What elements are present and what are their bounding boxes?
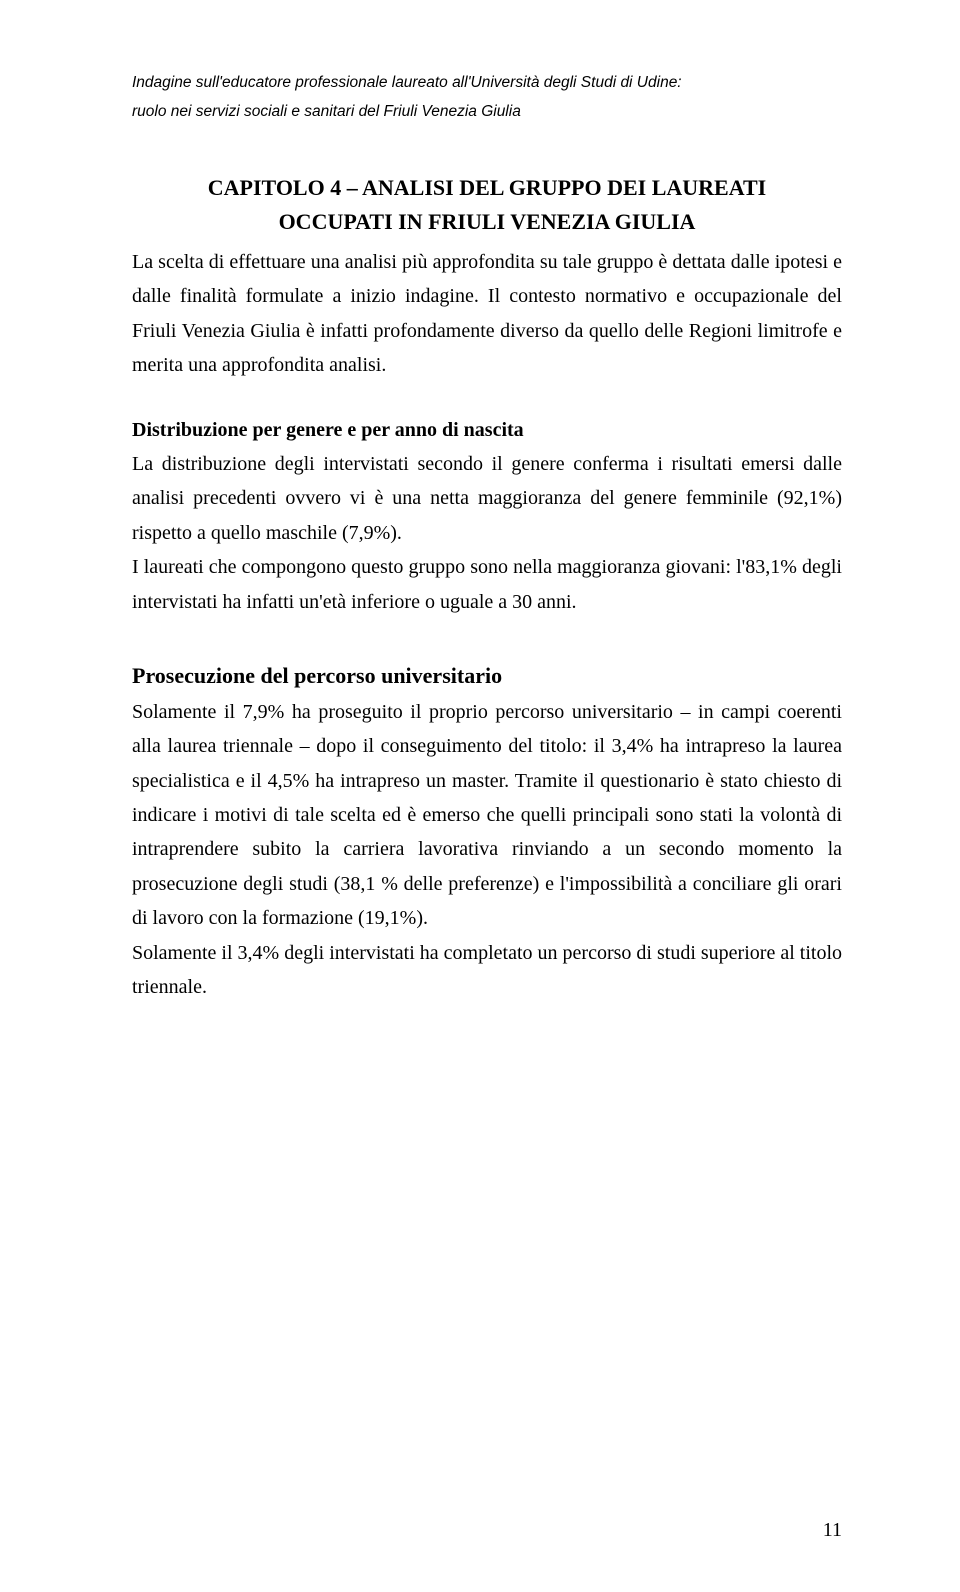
document-page: Indagine sull'educatore professionale la… bbox=[0, 0, 960, 1592]
running-header-line2: ruolo nei servizi sociali e sanitari del… bbox=[132, 97, 842, 126]
page-number: 11 bbox=[823, 1519, 842, 1542]
section1-paragraph2: I laureati che compongono questo gruppo … bbox=[132, 550, 842, 619]
section1-paragraph1: La distribuzione degli intervistati seco… bbox=[132, 447, 842, 550]
intro-paragraph: La scelta di effettuare una analisi più … bbox=[132, 245, 842, 383]
section2-paragraph2: Solamente il 3,4% degli intervistati ha … bbox=[132, 936, 842, 1005]
section2-paragraph1: Solamente il 7,9% ha proseguito il propr… bbox=[132, 695, 842, 936]
section1-heading: Distribuzione per genere e per anno di n… bbox=[132, 413, 842, 447]
chapter-title-line1: CAPITOLO 4 – ANALISI DEL GRUPPO DEI LAUR… bbox=[132, 171, 842, 205]
chapter-title: CAPITOLO 4 – ANALISI DEL GRUPPO DEI LAUR… bbox=[132, 171, 842, 239]
running-header-line1: Indagine sull'educatore professionale la… bbox=[132, 68, 842, 97]
chapter-title-line2: OCCUPATI IN FRIULI VENEZIA GIULIA bbox=[132, 205, 842, 239]
section2-heading: Prosecuzione del percorso universitario bbox=[132, 657, 842, 695]
